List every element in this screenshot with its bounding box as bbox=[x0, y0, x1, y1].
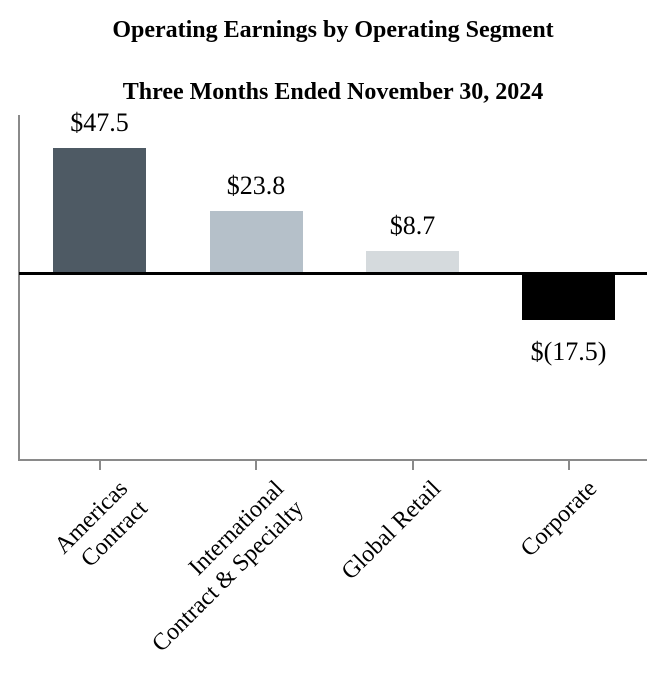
zero-baseline bbox=[19, 272, 647, 275]
chart-title: Operating Earnings by Operating Segment … bbox=[0, 15, 666, 108]
x-axis-tick-global-retail bbox=[411, 461, 414, 470]
chart-title-line1: Operating Earnings by Operating Segment bbox=[112, 17, 554, 43]
bar-international-contract-specialty bbox=[209, 210, 303, 274]
value-label-americas-contract: $47.5 bbox=[70, 108, 129, 138]
bar-global-retail bbox=[366, 250, 459, 274]
bar-americas-contract bbox=[53, 148, 146, 274]
x-axis-line bbox=[18, 459, 647, 461]
x-axis-tick-corporate bbox=[567, 461, 570, 470]
x-axis-tick-americas-contract bbox=[98, 461, 101, 470]
chart-title-line2: Three Months Ended November 30, 2024 bbox=[122, 79, 544, 105]
bar-corporate bbox=[522, 273, 615, 320]
y-axis-line bbox=[18, 115, 20, 460]
value-label-corporate: $(17.5) bbox=[530, 336, 607, 366]
x-axis-tick-international-contract-specialty bbox=[255, 461, 257, 470]
value-label-global-retail: $8.7 bbox=[389, 210, 436, 240]
value-label-international-contract-specialty: $23.8 bbox=[226, 170, 286, 200]
